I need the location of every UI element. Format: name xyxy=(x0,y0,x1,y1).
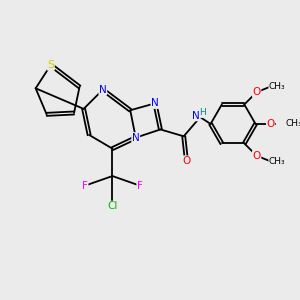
Text: F: F xyxy=(137,181,143,190)
Text: Cl: Cl xyxy=(107,201,118,211)
Text: O: O xyxy=(253,151,261,161)
Text: O: O xyxy=(266,119,275,129)
Text: N: N xyxy=(151,98,159,108)
Text: H: H xyxy=(200,109,206,118)
Text: O: O xyxy=(253,87,261,97)
Text: CH₃: CH₃ xyxy=(269,82,286,91)
Text: CH₃: CH₃ xyxy=(269,157,286,166)
Text: O: O xyxy=(182,156,190,166)
Text: N: N xyxy=(99,85,107,95)
Text: CH₃: CH₃ xyxy=(286,119,300,128)
Text: N: N xyxy=(132,133,140,143)
Text: F: F xyxy=(82,181,88,190)
Text: S: S xyxy=(47,60,54,70)
Text: N: N xyxy=(192,111,200,121)
